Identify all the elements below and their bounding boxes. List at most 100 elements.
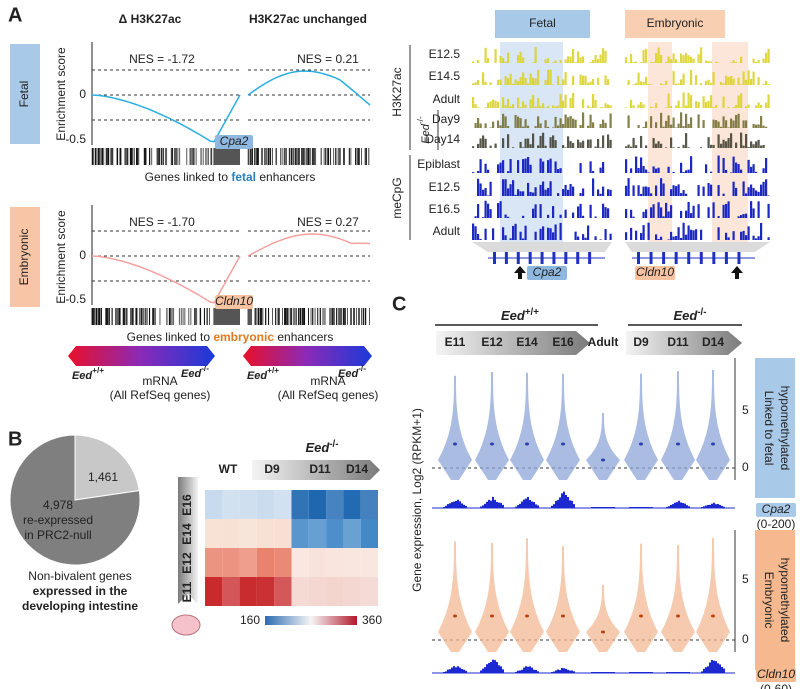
track-bar	[559, 214, 562, 218]
track-bar	[640, 101, 643, 108]
range-label: (0-200)	[757, 517, 796, 531]
coverage-bar	[553, 504, 555, 508]
track-bar	[522, 159, 525, 173]
track-bar	[640, 81, 643, 85]
track-bar	[657, 141, 660, 148]
coverage-bar	[445, 505, 447, 508]
track-bar	[522, 72, 525, 85]
track-bar	[509, 238, 512, 240]
track-bar	[722, 204, 725, 218]
coverage-bar	[492, 659, 494, 673]
track-bar	[592, 93, 595, 108]
track-label: E14.5	[429, 69, 461, 83]
track-bar	[680, 237, 683, 240]
track-bar	[682, 55, 685, 63]
coverage-bar	[515, 506, 517, 508]
track-bar	[680, 193, 683, 196]
coverage-bar	[709, 504, 711, 508]
stage-label: D9	[633, 335, 649, 349]
track-bar	[747, 187, 750, 196]
track-bar	[625, 185, 628, 196]
track-bar	[732, 181, 735, 196]
track-bar	[655, 143, 658, 148]
coverage-bar	[498, 502, 500, 508]
track-bar	[562, 100, 565, 108]
track-bar	[702, 120, 705, 128]
track-bar	[604, 75, 607, 85]
track-bar	[487, 58, 490, 63]
track-bar	[597, 139, 600, 148]
track-bar	[680, 79, 683, 85]
track-bar	[502, 138, 505, 148]
gene-tag-box	[215, 295, 253, 309]
track-bar	[700, 47, 703, 63]
pie-caption: Non-bivalent genes	[28, 569, 131, 583]
gene-tag: Cldn10	[636, 265, 674, 279]
track-bar	[572, 186, 575, 196]
track-bar	[499, 125, 502, 128]
track-bar	[712, 144, 715, 148]
track-bar	[752, 123, 755, 128]
track-bar	[542, 226, 545, 240]
coverage-bar	[713, 502, 715, 508]
coverage-bar	[705, 505, 707, 508]
violin	[696, 369, 730, 480]
track-bar	[592, 122, 595, 128]
heatmap-cell	[205, 548, 223, 577]
heatmap-cell	[343, 548, 361, 577]
track-bar	[742, 71, 745, 85]
track-bar	[582, 234, 585, 240]
track-bar	[489, 101, 492, 108]
track-bar	[607, 189, 610, 196]
track-bar	[727, 237, 730, 240]
track-bar	[760, 116, 763, 128]
coverage-bar	[563, 491, 565, 508]
track-bar	[519, 118, 522, 128]
track-bar	[474, 226, 477, 240]
track-bar	[650, 62, 653, 63]
heatmap-cell	[239, 548, 257, 577]
track-bar	[574, 119, 577, 128]
coverage-bar	[519, 503, 521, 508]
region-header	[495, 10, 590, 38]
coverage-bar	[537, 671, 539, 673]
heatmap-cell	[205, 577, 223, 606]
y-tick-label: 0	[79, 248, 86, 262]
track-bar	[572, 212, 575, 218]
caption-part: Genes linked to	[145, 170, 232, 184]
track-bar	[539, 106, 542, 108]
median-dot	[453, 614, 457, 618]
track-bar	[657, 238, 660, 240]
track-bar	[717, 216, 720, 218]
stage-arrow	[252, 460, 380, 480]
coverage-bar	[571, 500, 573, 508]
heatmap-cell	[360, 577, 378, 606]
track-bar	[662, 126, 665, 128]
track-bar	[630, 146, 633, 148]
legend-text: mRNA	[142, 374, 177, 388]
track-bar	[552, 84, 555, 85]
track-bar	[665, 107, 668, 108]
coverage-bar	[723, 506, 725, 508]
gene-name: Eed	[305, 440, 330, 455]
track-bar	[682, 144, 685, 148]
track-bar	[512, 147, 515, 148]
track-bar	[682, 92, 685, 108]
track-bar	[597, 189, 600, 196]
stage-arrow	[178, 477, 198, 604]
coverage-bar	[709, 662, 711, 673]
track-bar	[707, 100, 710, 108]
track-bar	[725, 203, 728, 218]
coverage-bar	[717, 663, 719, 673]
track-bar	[765, 179, 768, 196]
side-label: Embryonic	[762, 572, 776, 629]
track-bar	[700, 83, 703, 85]
track-bar	[502, 160, 505, 173]
zoom-wedge	[625, 242, 770, 252]
track-bar	[742, 145, 745, 148]
coverage-bar	[480, 506, 482, 508]
track-bar	[752, 58, 755, 63]
track-bar	[632, 185, 635, 196]
track-bar	[514, 223, 517, 240]
violin	[438, 375, 472, 480]
